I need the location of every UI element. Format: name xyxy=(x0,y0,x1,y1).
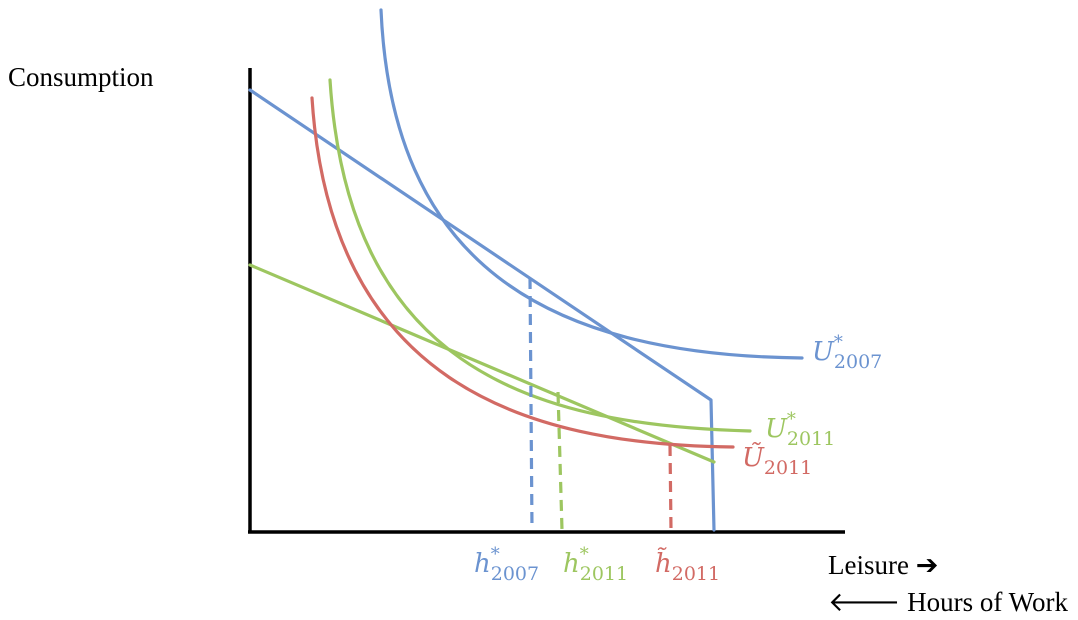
label-utilde2011: Ũ2011 xyxy=(742,441,812,479)
x-axis-label-hours: 🡐 Hours of Work xyxy=(828,587,1068,617)
label-u2007: U* 2007 xyxy=(812,332,882,373)
y-axis-label: Consumption xyxy=(8,62,154,92)
budget-line-2007 xyxy=(248,88,716,532)
indifference-curve-u2007 xyxy=(379,8,804,360)
indifference-curve-utilde2011 xyxy=(310,96,735,449)
x-axis-label: Leisure ➔ xyxy=(828,550,938,580)
drop-line-h2007 xyxy=(528,277,534,531)
label-h2011: h* 2011 xyxy=(563,544,628,585)
indifference-curve-u2011 xyxy=(328,78,752,433)
drop-line-htilde2011 xyxy=(668,444,673,531)
budget-line-2011 xyxy=(248,263,716,464)
label-h2007: h* 2007 xyxy=(474,544,539,585)
drop-line-h2011 xyxy=(556,391,564,531)
label-u2011: U* 2011 xyxy=(765,409,835,450)
label-htilde2011: h̃2011 xyxy=(655,547,720,585)
